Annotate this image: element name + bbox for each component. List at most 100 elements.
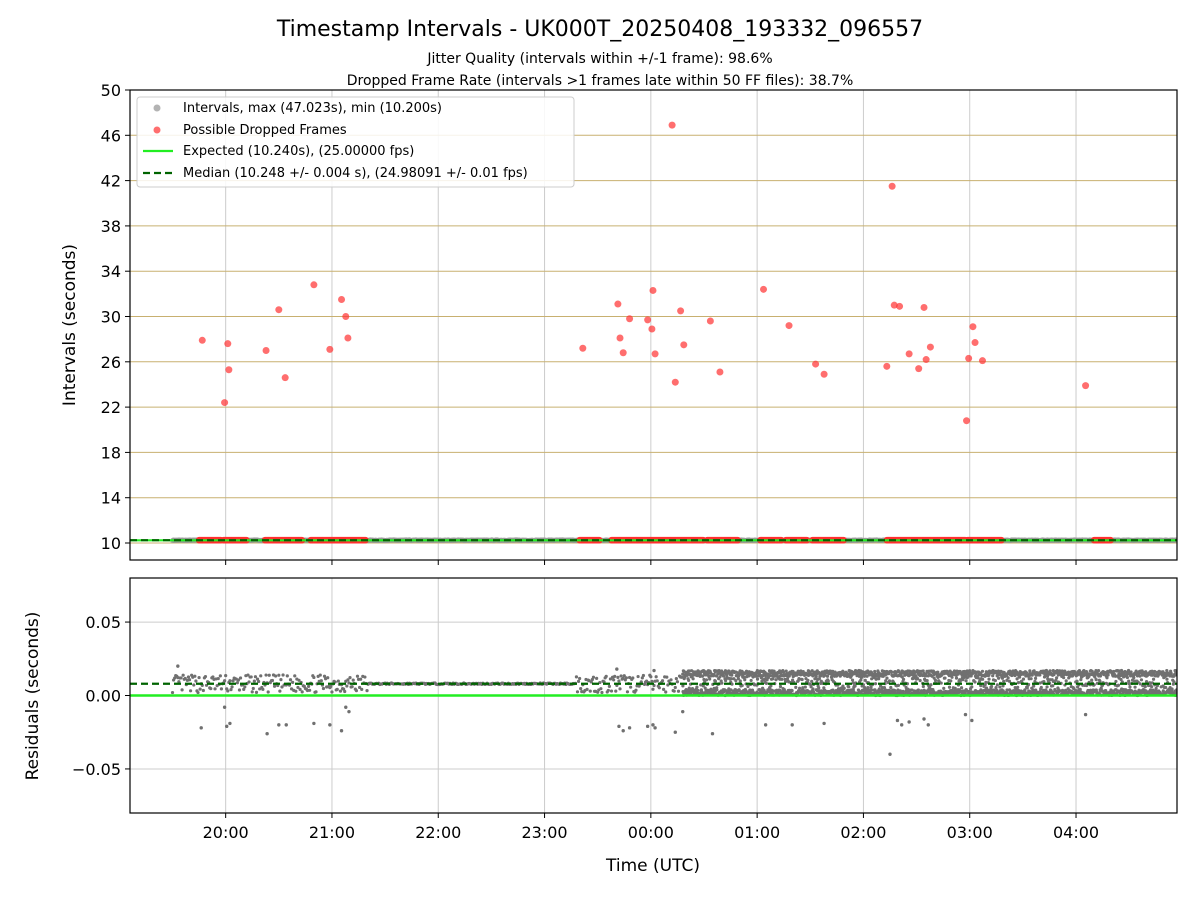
residual-point xyxy=(885,676,889,680)
dropped-frame-point xyxy=(971,339,979,347)
residual-point xyxy=(790,688,794,693)
residual-point xyxy=(223,679,227,683)
residual-point xyxy=(853,684,857,688)
residual-point xyxy=(1143,684,1147,689)
dropped-frame-point xyxy=(820,370,828,378)
residual-outlier-point xyxy=(344,705,348,709)
dropped-frame-point xyxy=(978,357,986,365)
residual-point xyxy=(326,676,330,680)
dropped-frame-point xyxy=(706,317,714,325)
intervals-grid xyxy=(130,89,1177,560)
residual-point xyxy=(794,685,798,689)
residual-point xyxy=(1105,676,1109,680)
residual-point xyxy=(1028,669,1032,673)
legend-median-label: Median (10.248 +/- 0.004 s), (24.98091 +… xyxy=(183,166,528,181)
residual-point xyxy=(347,681,351,685)
residual-point xyxy=(991,674,995,678)
residual-point xyxy=(884,679,888,683)
residual-outlier-point xyxy=(199,726,203,730)
residual-point xyxy=(970,685,974,689)
residual-point xyxy=(669,678,673,682)
x-tick-label: 21:00 xyxy=(309,823,355,842)
residual-point xyxy=(1018,675,1022,679)
residual-point xyxy=(825,674,830,678)
residual-point xyxy=(703,691,707,696)
residual-point xyxy=(771,677,775,681)
residual-point xyxy=(226,689,230,693)
residual-point xyxy=(1098,679,1102,683)
residual-point xyxy=(931,690,936,694)
residual-point xyxy=(998,685,1002,689)
residual-point xyxy=(874,677,878,681)
residual-point xyxy=(576,679,581,683)
residual-point xyxy=(1093,675,1097,679)
residual-point xyxy=(350,685,354,689)
residual-point xyxy=(1114,679,1118,684)
residual-point xyxy=(285,674,289,678)
intervals-y-tick-label: 30 xyxy=(101,308,121,327)
residual-point xyxy=(627,675,632,680)
residual-point xyxy=(237,688,242,692)
residual-point xyxy=(1116,683,1121,687)
residual-point xyxy=(281,673,285,677)
residual-point xyxy=(351,678,355,682)
residual-point xyxy=(870,677,874,681)
residual-point xyxy=(625,690,630,694)
residual-point xyxy=(984,680,988,685)
residual-point xyxy=(242,687,246,691)
residual-point xyxy=(734,679,738,683)
residual-outlier-point xyxy=(627,726,632,730)
residual-point xyxy=(319,679,323,683)
dropped-frame-point xyxy=(922,356,930,364)
residual-point xyxy=(261,687,265,691)
time-x-ticks: 20:00 21:00 22:00 23:00 00:00 01:00 02:00 03:00… xyxy=(203,560,1099,842)
residual-point xyxy=(1055,668,1059,673)
residual-point xyxy=(961,678,965,682)
residual-point xyxy=(780,677,784,681)
residual-point xyxy=(973,680,977,684)
residual-point xyxy=(929,683,933,687)
residual-point xyxy=(1001,684,1005,688)
residual-point xyxy=(817,686,821,690)
residual-point xyxy=(279,678,283,682)
residual-outlier-point xyxy=(922,717,926,721)
residual-point xyxy=(1132,675,1136,680)
residual-point xyxy=(1164,685,1168,690)
residual-outlier-point xyxy=(277,723,281,727)
residual-point xyxy=(654,675,658,679)
residual-point xyxy=(749,678,753,683)
residual-point xyxy=(704,678,709,682)
residual-outlier-point xyxy=(222,705,227,709)
residual-outlier-point xyxy=(225,724,229,729)
residuals-y-axis-label: Residuals (seconds) xyxy=(23,612,43,781)
residual-point xyxy=(737,688,741,692)
residual-point xyxy=(889,685,893,690)
residual-point xyxy=(730,682,734,686)
residual-point xyxy=(869,685,873,689)
residual-point xyxy=(599,687,603,691)
dropped-frame-point xyxy=(890,301,898,309)
residual-point xyxy=(1062,676,1066,680)
residual-point xyxy=(893,689,897,693)
residual-point xyxy=(236,678,241,682)
intervals-y-tick-label: 46 xyxy=(101,126,121,145)
residual-point xyxy=(859,678,863,682)
dropped-frame-point xyxy=(905,350,913,358)
residual-point xyxy=(1005,678,1009,682)
residual-point xyxy=(357,685,362,690)
residual-point xyxy=(1000,676,1005,680)
residual-point xyxy=(619,674,623,678)
residual-point xyxy=(1151,677,1156,681)
residuals-y-tick-label: 0.05 xyxy=(85,613,121,632)
residual-point xyxy=(1127,679,1131,683)
dropped-frame-point xyxy=(224,340,232,348)
residual-point xyxy=(1165,677,1169,681)
residual-point xyxy=(193,674,197,678)
residual-outlier-point xyxy=(1083,712,1088,717)
residual-point xyxy=(1023,689,1027,693)
residual-outlier-point xyxy=(339,729,344,733)
residual-point xyxy=(921,684,925,689)
residual-outlier-point xyxy=(710,731,715,736)
intervals-marks xyxy=(130,121,1177,544)
residual-outlier-point xyxy=(673,730,677,734)
